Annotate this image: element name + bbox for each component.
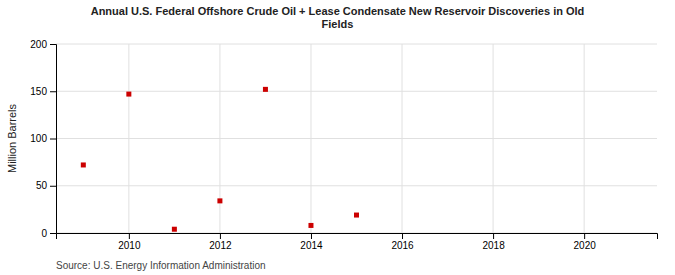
- tick-mark: [129, 233, 130, 239]
- tick: 2020: [574, 233, 597, 251]
- grid-line: [310, 44, 311, 233]
- tick-mark: [50, 233, 56, 234]
- grid-line: [56, 185, 657, 186]
- tick-mark: [220, 233, 221, 239]
- tick-label: 50: [36, 180, 48, 191]
- title-line: Annual U.S. Federal Offshore Crude Oil +…: [91, 5, 585, 17]
- point: [126, 92, 131, 97]
- point: [172, 227, 177, 232]
- grid-line: [493, 44, 494, 233]
- tick-label: 2010: [118, 240, 141, 251]
- axis-line: [57, 234, 658, 240]
- tick: 0: [41, 228, 56, 239]
- grid-line: [128, 44, 129, 233]
- grid-line: [56, 138, 657, 139]
- y-axis: 0 50 100 150 200: [30, 39, 56, 239]
- title-line: Fields: [322, 18, 354, 30]
- point: [217, 198, 222, 203]
- tick-label: 150: [30, 86, 47, 97]
- grid-line: [219, 44, 220, 233]
- tick-mark: [50, 44, 56, 45]
- tick-label: 2012: [209, 240, 232, 251]
- grid-line: [402, 44, 403, 233]
- plot: 2010 2012 2014 2016 2018 2020 0 50 100 150 200 Mill…: [6, 39, 658, 251]
- grid-line: [56, 91, 657, 92]
- tick-label: 2014: [300, 240, 323, 251]
- tick-mark: [50, 186, 56, 187]
- grid-line: [56, 44, 657, 45]
- tick-label: 0: [41, 228, 47, 239]
- tick: 100: [30, 133, 56, 144]
- tick-mark: [584, 233, 585, 239]
- point: [263, 87, 268, 92]
- grid: [56, 44, 657, 233]
- tick: 2014: [300, 233, 323, 251]
- tick-mark: [493, 233, 494, 239]
- grid-line: [584, 44, 585, 233]
- title: Annual U.S. Federal Offshore Crude Oil +…: [91, 5, 585, 30]
- axis-line: [50, 45, 57, 234]
- tick-mark: [402, 233, 403, 239]
- annotation: Source: U.S. Energy Information Administ…: [56, 260, 266, 271]
- point: [308, 223, 313, 228]
- tick-label: 2016: [391, 240, 414, 251]
- tick: 150: [30, 86, 56, 97]
- tick-mark: [50, 139, 56, 140]
- tick: 2012: [209, 233, 232, 251]
- tick: 2016: [391, 233, 414, 251]
- chart: Annual U.S. Federal Offshore Crude Oil +…: [0, 0, 675, 275]
- points: [81, 87, 359, 232]
- tick: 50: [36, 180, 56, 191]
- tick-label: 100: [30, 133, 47, 144]
- tick-label: 2020: [574, 240, 597, 251]
- tick-label: 2018: [482, 240, 505, 251]
- tick-mark: [50, 91, 56, 92]
- y-axis-label: Million Barrels: [6, 103, 18, 173]
- tick: 2018: [482, 233, 505, 251]
- tick: 2010: [118, 233, 141, 251]
- x-axis: 2010 2012 2014 2016 2018 2020: [57, 233, 658, 251]
- tick-mark: [311, 233, 312, 239]
- tick: 200: [30, 39, 56, 50]
- point: [354, 213, 359, 218]
- tick-label: 200: [30, 39, 47, 50]
- point: [81, 162, 86, 167]
